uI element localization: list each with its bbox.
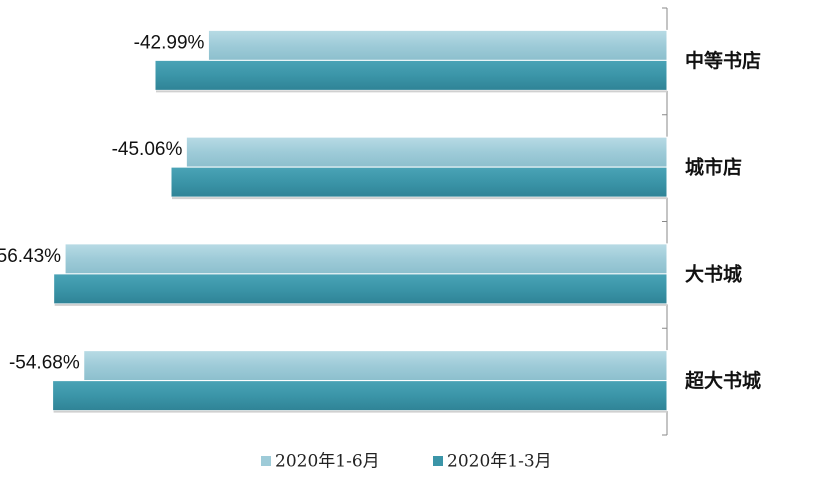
- category-label-4: 超大书城: [684, 369, 761, 392]
- data-label-2: -45.06%: [112, 139, 183, 160]
- data-label-1: -42.99%: [134, 32, 205, 53]
- bar-h1-1: [207, 29, 668, 61]
- bar-h1-4: [83, 350, 668, 382]
- bar-q1-2: [170, 166, 668, 198]
- legend-swatch-2: [433, 456, 443, 466]
- data-label-4: -54.68%: [9, 353, 80, 374]
- bar-h1-2: [185, 136, 668, 168]
- bar-q1-4: [52, 380, 668, 412]
- legend-label-2: 2020年1-3月: [447, 452, 552, 472]
- legend-swatch-1: [261, 456, 271, 466]
- legend-label-1: 2020年1-6月: [275, 452, 380, 472]
- bar-h1-3: [64, 243, 668, 275]
- category-label-2: 城市店: [685, 156, 742, 179]
- data-label-3: -56.43%: [0, 246, 61, 267]
- bar-q1-1: [154, 59, 668, 91]
- bar-q1-3: [53, 273, 668, 305]
- category-label-1: 中等书店: [685, 49, 761, 72]
- category-label-3: 大书城: [685, 262, 742, 285]
